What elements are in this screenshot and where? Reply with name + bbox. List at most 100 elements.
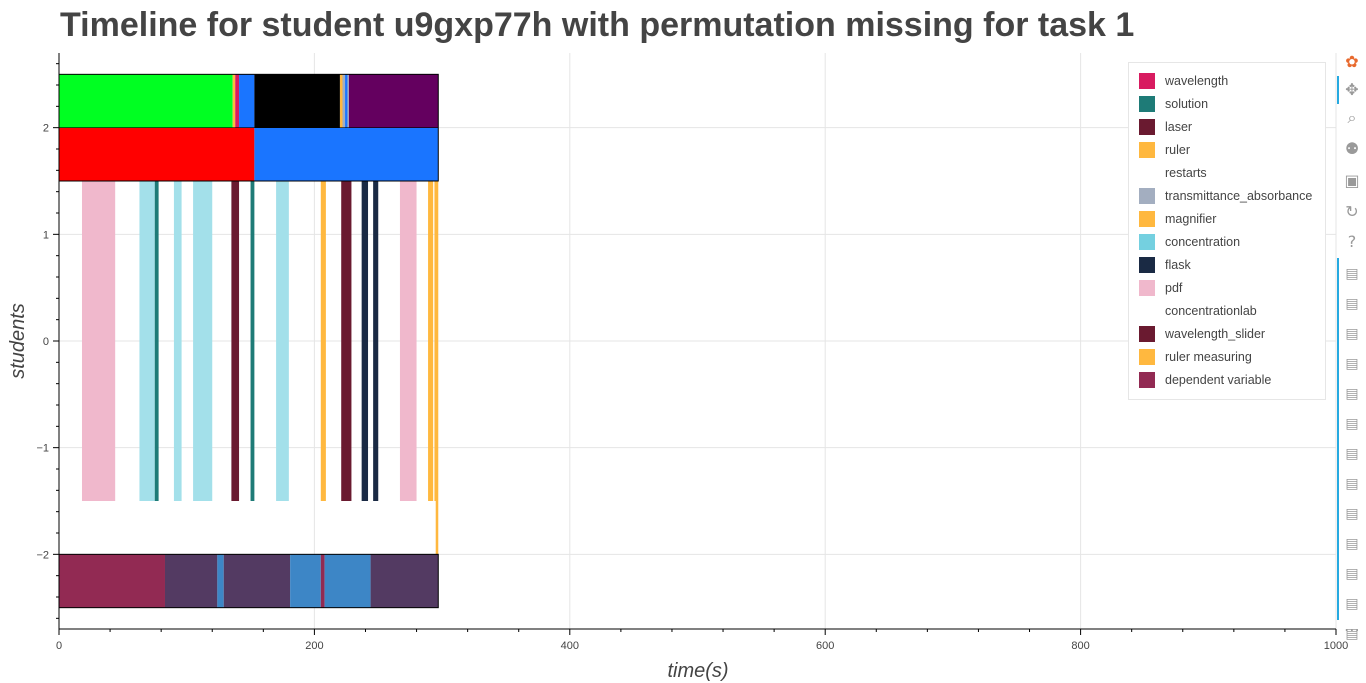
legend-label: restarts xyxy=(1165,165,1207,180)
timeline-bar-row4-6 xyxy=(324,554,371,608)
timeline-bar-row2-4 xyxy=(193,181,213,501)
legend-swatch xyxy=(1139,302,1155,319)
timeline-bar-row2-12 xyxy=(399,181,417,501)
axes: 0 200 400 600 800 1000 −2 −1 0 1 2 xyxy=(36,53,1348,652)
hover-tool-icon[interactable]: ▤ xyxy=(1345,416,1359,432)
hover-tool-icon[interactable]: ▤ xyxy=(1345,446,1359,462)
legend-label: concentration xyxy=(1165,234,1241,249)
x-tick-label-3: 600 xyxy=(816,640,834,652)
legend-label: pdf xyxy=(1165,280,1183,295)
timeline-bar-row2-1 xyxy=(139,181,155,501)
legend-swatch xyxy=(1139,141,1155,158)
timeline-bar-row2-7 xyxy=(276,181,289,501)
legend-item: ruler measuring xyxy=(1139,345,1325,368)
help-icon[interactable]: ? xyxy=(1347,231,1357,251)
hover-tool-icon[interactable]: ▤ xyxy=(1345,266,1359,282)
legend-item: laser xyxy=(1139,115,1325,138)
x-tick-label-1: 200 xyxy=(305,640,323,652)
legend-item: wavelength xyxy=(1139,69,1325,92)
timeline-bar-row4-7 xyxy=(370,554,439,608)
hover-tool-icon[interactable]: ▤ xyxy=(1345,506,1359,522)
legend-item: transmittance_absorbance xyxy=(1139,184,1325,207)
grid xyxy=(58,53,1337,629)
y-axis-label: students xyxy=(7,303,29,379)
legend-label: ruler measuring xyxy=(1165,349,1252,364)
box-zoom-icon[interactable]: ⌕ xyxy=(1347,108,1357,127)
more-tools-icon[interactable]: ⋯ xyxy=(1344,619,1360,639)
legend-label: solution xyxy=(1165,96,1209,111)
y-tick-label-1: −1 xyxy=(36,443,49,455)
legend: wavelength solution laser ruler restarts tran… xyxy=(1128,62,1326,400)
timeline-bars xyxy=(58,73,439,609)
legend-label: wavelength_slider xyxy=(1165,326,1266,341)
timeline-bar-row4-0 xyxy=(59,554,165,608)
timeline-bar-row0-7 xyxy=(345,74,348,128)
timeline-bar-row0-4 xyxy=(254,74,340,128)
y-tick-label-4: 2 xyxy=(43,123,49,135)
legend-label: transmittance_absorbance xyxy=(1165,188,1313,203)
x-tick-label-5: 1000 xyxy=(1324,640,1348,652)
wheel-zoom-icon[interactable]: ⚉ xyxy=(1344,138,1360,158)
timeline-bar-row1-1 xyxy=(254,127,439,181)
timeline-bar-row2-14 xyxy=(434,181,439,501)
y-tick-label-3: 1 xyxy=(43,229,49,241)
timeline-bar-row1-0 xyxy=(59,127,255,181)
legend-item: dependent variable xyxy=(1139,368,1325,391)
bokeh-logo-icon[interactable]: ✿ xyxy=(1345,51,1359,71)
hover-tool-icon[interactable]: ▤ xyxy=(1345,356,1359,372)
timeline-bar-row2-9 xyxy=(341,181,352,501)
timeline-bar-row0-8 xyxy=(347,74,349,128)
timeline-bar-row2-2 xyxy=(154,181,159,501)
timeline-bar-row0-2 xyxy=(235,74,240,128)
legend-swatch xyxy=(1139,279,1155,296)
legend-item: flask xyxy=(1139,253,1325,276)
legend-swatch xyxy=(1139,348,1155,365)
legend-label: wavelength xyxy=(1165,73,1229,88)
hover-tool-icon[interactable]: ▤ xyxy=(1345,326,1359,342)
hover-tool-icon[interactable]: ▤ xyxy=(1345,626,1359,642)
x-axis-label: time(s) xyxy=(667,660,728,682)
legend-label: flask xyxy=(1165,257,1191,272)
timeline-bar-row4-5 xyxy=(320,554,325,608)
legend-swatch xyxy=(1139,95,1155,112)
hover-tool-icon[interactable]: ▤ xyxy=(1345,596,1359,612)
legend-swatch xyxy=(1139,118,1155,135)
x-tick-label-2: 400 xyxy=(561,640,579,652)
pan-icon[interactable]: ✥ xyxy=(1345,79,1359,99)
plot-toolbar: ✿ ✥ ⌕ ⚉ ▣ ↻? ▤ ▤ ▤ ▤ ▤ ▤ ▤ ▤ ▤ ▤ ▤ ▤ ▤ ⋯ xyxy=(1337,48,1366,683)
legend-swatch xyxy=(1139,325,1155,342)
legend-swatch xyxy=(1139,187,1155,204)
legend-label: dependent variable xyxy=(1165,372,1272,387)
timeline-bar-row0-6 xyxy=(342,74,346,128)
legend-label: magnifier xyxy=(1165,211,1217,226)
hover-tool-icon[interactable]: ▤ xyxy=(1345,296,1359,312)
hover-tool-icon[interactable]: ▤ xyxy=(1345,386,1359,402)
legend-item: concentration xyxy=(1139,230,1325,253)
timeline-bar-row4-2 xyxy=(217,554,224,608)
timeline-bar-row2-8 xyxy=(320,181,326,501)
hover-tool-icon[interactable]: ▤ xyxy=(1345,536,1359,552)
legend-item: solution xyxy=(1139,92,1325,115)
save-icon[interactable]: ▣ xyxy=(1344,170,1360,190)
chart-title: Timeline for student u9gxp77h with permu… xyxy=(60,6,1135,44)
timeline-bar-row0-9 xyxy=(348,74,439,128)
timeline-bar-row2-0 xyxy=(81,181,116,501)
legend-label: ruler xyxy=(1165,142,1191,157)
x-tick-label-0: 0 xyxy=(56,640,62,652)
timeline-bar-row2-6 xyxy=(250,181,255,501)
legend-swatch xyxy=(1139,210,1155,227)
reset-icon[interactable]: ↻ xyxy=(1345,201,1359,221)
timeline-bar-row0-0 xyxy=(59,74,233,128)
active-tool-indicator xyxy=(1337,76,1339,104)
hover-tool-icon[interactable]: ▤ xyxy=(1345,476,1359,492)
timeline-bar-row2-10 xyxy=(361,181,369,501)
legend-swatch xyxy=(1139,256,1155,273)
legend-item: restarts xyxy=(1139,161,1325,184)
timeline-bar-row2-11 xyxy=(373,181,379,501)
legend-item: magnifier xyxy=(1139,207,1325,230)
y-tick-label-2: 0 xyxy=(43,336,49,348)
timeline-bar-row4-4 xyxy=(290,554,321,608)
timeline-bar-row2-3 xyxy=(173,181,182,501)
hover-tool-icon[interactable]: ▤ xyxy=(1345,566,1359,582)
